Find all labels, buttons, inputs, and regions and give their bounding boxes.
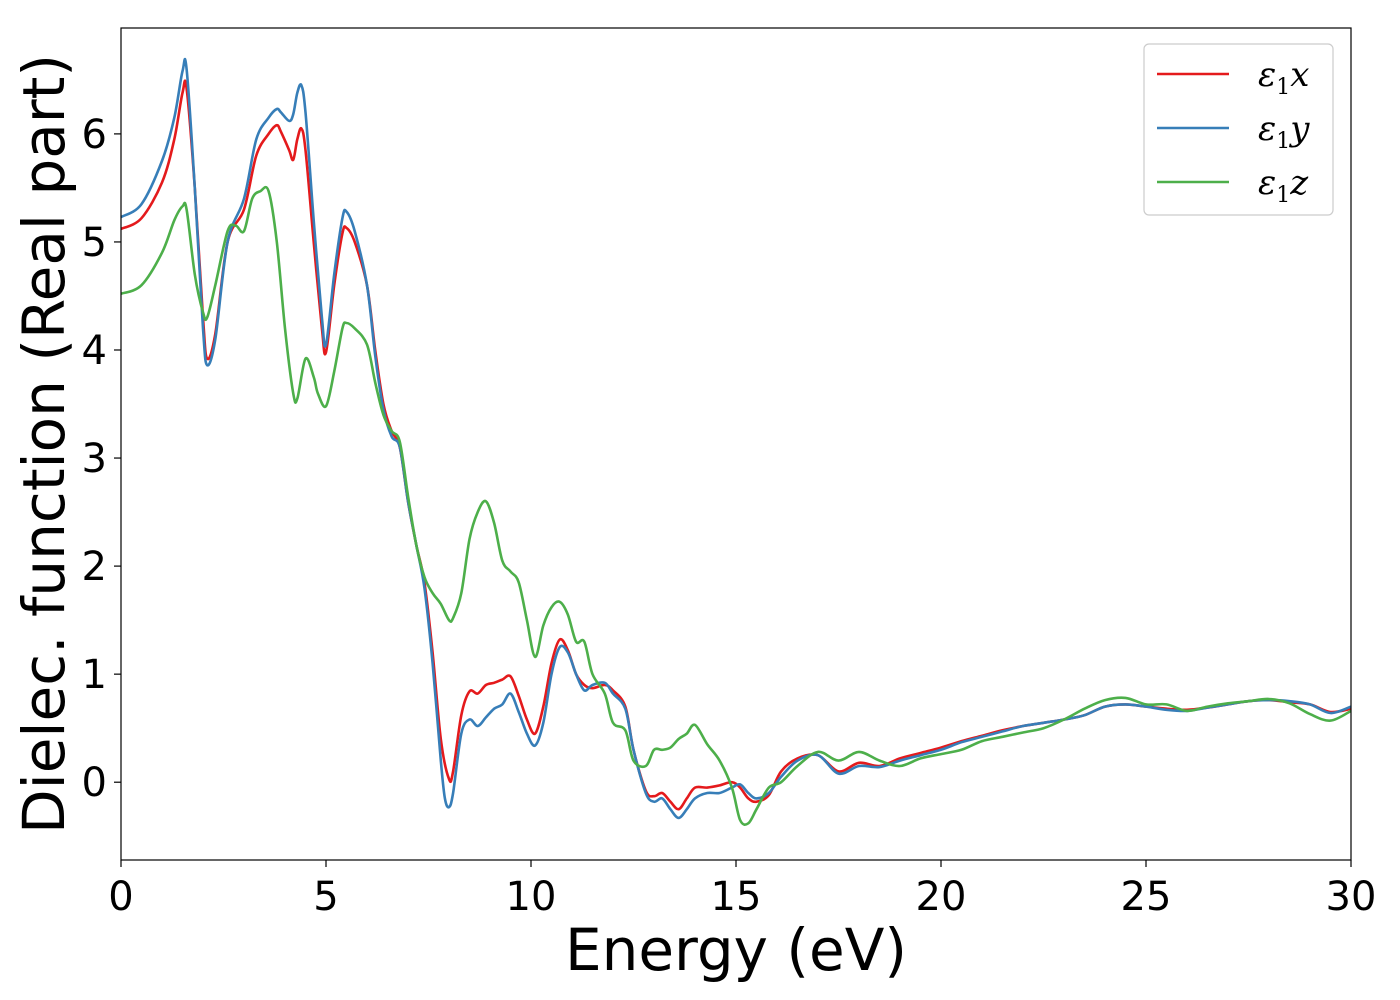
y-tick-label: 5 (82, 220, 107, 266)
y-tick-label: 4 (82, 328, 107, 374)
x-tick-label: 15 (711, 874, 762, 920)
x-tick-label: 30 (1326, 874, 1377, 920)
x-axis-ticks: 0 5 10 15 20 25 30 (108, 860, 1376, 920)
legend-box (1143, 43, 1334, 216)
series-lines (120, 57, 1352, 826)
y-axis-title: Dielec. function (Real part) (10, 54, 78, 834)
y-tick-label: 1 (82, 652, 107, 698)
x-axis-title: Energy (eV) (565, 916, 907, 984)
legend: ε1x ε1y ε1z (1143, 43, 1334, 216)
legend-label-x: ε1x (1258, 55, 1309, 100)
x-tick-label: 5 (313, 874, 338, 920)
y-tick-label: 6 (82, 112, 107, 158)
y-tick-label: 2 (82, 544, 107, 590)
series-line-z (120, 185, 1352, 826)
y-tick-label: 0 (82, 760, 107, 806)
x-tick-label: 25 (1121, 874, 1172, 920)
y-tick-label: 3 (82, 436, 107, 482)
x-tick-label: 20 (916, 874, 967, 920)
legend-label-y: ε1y (1258, 109, 1310, 154)
series-line-y (120, 57, 1352, 820)
x-tick-label: 10 (506, 874, 557, 920)
x-tick-label: 0 (108, 874, 133, 920)
legend-label-z: ε1z (1258, 163, 1309, 208)
y-axis-ticks: 0 1 2 3 4 5 6 (82, 112, 121, 806)
